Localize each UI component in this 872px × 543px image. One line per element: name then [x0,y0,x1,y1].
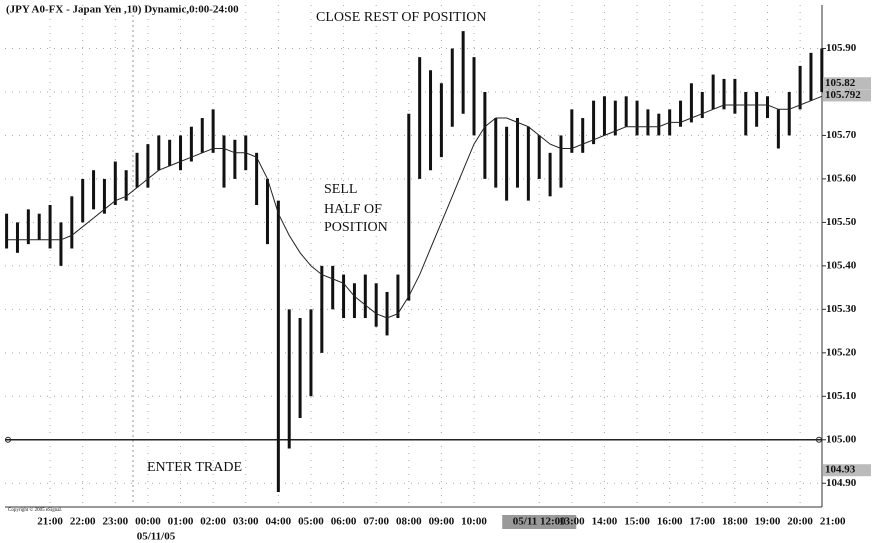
x-tick-label: 14:00 [592,516,618,528]
x-tick-label: 23:00 [102,516,128,528]
x-tick-label: 13:00 [559,516,585,528]
price-tag [823,89,871,102]
y-tick-label: 105.50 [826,216,857,228]
price-tag-label: 104.93 [825,464,856,476]
x-tick-label: 19:00 [755,516,781,528]
y-tick-label: 105.30 [826,303,857,315]
y-tick-label: 105.10 [826,390,857,402]
y-tick-label: 105.60 [826,172,857,184]
y-tick-label: 104.90 [826,477,857,489]
annotation: CLOSE REST OF POSITION [316,10,487,25]
copyright: Copyright © 2005 eSignal. [8,507,62,513]
x-tick-label: 04:00 [266,516,292,528]
x-tick-label: 08:00 [396,516,422,528]
x-tick-label: 06:00 [331,516,357,528]
x-tick-label: 10:00 [461,516,487,528]
cursor-box [502,515,577,529]
date-label: 05/11/05 [137,531,176,543]
x-tick-label: 16:00 [657,516,683,528]
x-tick-label: 07:00 [363,516,389,528]
chart-title: (JPY A0-FX - Japan Yen ,10) Dynamic,0:00… [6,4,239,16]
x-tick-label: 17:00 [689,516,715,528]
y-tick-label: 105.20 [826,346,857,358]
x-tick-label: 02:00 [200,516,226,528]
x-tick-label: 21:00 [37,516,63,528]
x-tick-label: 20:00 [787,516,813,528]
x-tick-label: 22:00 [70,516,96,528]
annotation: SELL [324,182,357,197]
x-tick-label: 15:00 [624,516,650,528]
y-tick-label: 105.40 [826,259,857,271]
x-tick-label: 05:00 [298,516,324,528]
annotation: HALF OF [324,202,382,217]
line-end [5,436,11,443]
y-tick-label: 105.90 [826,42,857,54]
price-tag-label: 105.82 [825,77,856,89]
x-tick-label: 05/11 12:00 [513,516,566,528]
x-tick-label: 03:00 [233,516,259,528]
annotation: ENTER TRADE [147,460,242,475]
y-tick-label: 105.00 [826,433,857,445]
moving-average [6,95,822,319]
x-tick-label: 00:00 [135,516,161,528]
x-tick-label: 18:00 [722,516,748,528]
price-tag-label: 105.792 [825,89,861,101]
x-tick-label: 21:00 [820,516,846,528]
line-end [816,436,822,443]
annotation: POSITION [324,220,388,235]
y-tick-label: 105.70 [826,129,857,141]
x-tick-label: 01:00 [168,516,194,528]
price-tag [823,77,871,90]
x-tick-label: 09:00 [429,516,455,528]
price-tag [823,464,871,477]
